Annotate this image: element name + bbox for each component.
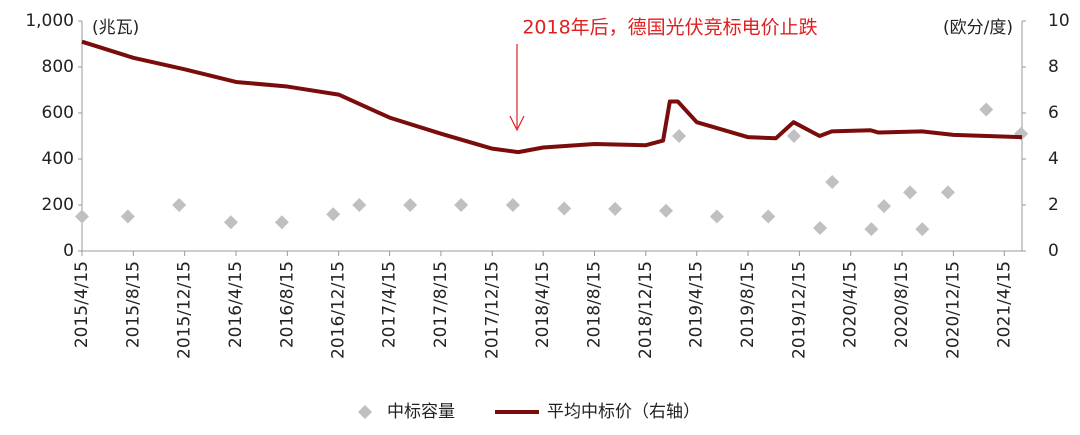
x-tick-label: 2016/8/15 bbox=[277, 261, 297, 348]
scatter-point bbox=[864, 222, 879, 237]
x-tick-label: 2018/12/15 bbox=[636, 261, 656, 359]
scatter-point bbox=[825, 175, 840, 189]
scatter-point bbox=[979, 102, 994, 117]
x-tick-label: 2015/4/15 bbox=[72, 261, 92, 348]
y-tick-label: 400 bbox=[42, 149, 74, 169]
annotation: 2018年后，德国光伏竞标电价止跌 bbox=[522, 17, 817, 39]
scatter-point bbox=[75, 209, 89, 224]
x-tick-label: 2020/12/15 bbox=[943, 261, 963, 359]
x-tick-label: 2017/8/15 bbox=[431, 261, 451, 348]
x-tick-label: 2015/8/15 bbox=[123, 261, 143, 348]
scatter-point bbox=[274, 215, 289, 230]
x-tick-label: 2017/4/15 bbox=[380, 261, 400, 348]
x-tick-label: 2019/8/15 bbox=[738, 261, 758, 348]
y2-tick-label: 2 bbox=[1048, 195, 1059, 215]
x-tick-label: 2015/12/15 bbox=[175, 261, 195, 359]
scatter-point bbox=[940, 185, 955, 200]
scatter-point bbox=[223, 215, 238, 230]
y2-tick-label: 6 bbox=[1048, 103, 1059, 123]
x-tick-label: 2017/12/15 bbox=[482, 261, 502, 359]
y-tick-label: 1,000 bbox=[25, 11, 74, 31]
scatter-point bbox=[786, 129, 801, 143]
y-tick-label: 800 bbox=[42, 57, 74, 77]
x-tick-label: 2019/4/15 bbox=[687, 261, 707, 348]
scatter-point bbox=[120, 209, 135, 224]
scatter-point bbox=[903, 185, 918, 200]
price-line bbox=[81, 39, 1023, 155]
scatter-point bbox=[915, 222, 930, 237]
legend-label: 平均中标价（右轴） bbox=[547, 402, 700, 422]
y-axis-label: (兆瓦) bbox=[92, 18, 139, 38]
y-tick-label: 600 bbox=[42, 103, 74, 123]
legend-label: 中标容量 bbox=[387, 402, 455, 422]
y2-tick-label: 4 bbox=[1048, 149, 1059, 169]
scatter-point bbox=[557, 201, 572, 216]
scatter-point bbox=[876, 199, 891, 214]
scatter-point bbox=[403, 198, 418, 212]
x-tick-label: 2021/4/15 bbox=[994, 261, 1014, 348]
annotation-arrowhead bbox=[509, 115, 525, 132]
scatter-point bbox=[352, 198, 367, 212]
y2-tick-label: 0 bbox=[1048, 241, 1059, 261]
x-tick-label: 2020/8/15 bbox=[892, 261, 912, 348]
scatter-point bbox=[454, 198, 469, 212]
y2-tick-label: 10 bbox=[1048, 11, 1070, 31]
scatter-point bbox=[172, 198, 187, 212]
x-tick-label: 2018/4/15 bbox=[533, 261, 553, 348]
scatter-point bbox=[709, 209, 724, 224]
x-tick-label: 2016/4/15 bbox=[226, 261, 246, 348]
y2-tick-label: 8 bbox=[1048, 57, 1059, 77]
x-tick-label: 2020/4/15 bbox=[841, 261, 861, 348]
x-tick-label: 2019/12/15 bbox=[789, 261, 809, 359]
scatter-point bbox=[761, 209, 776, 224]
scatter-point bbox=[659, 203, 674, 218]
scatter-point bbox=[505, 198, 520, 212]
scatter-point bbox=[608, 201, 623, 216]
x-tick-label: 2018/8/15 bbox=[584, 261, 604, 348]
scatter-point bbox=[326, 207, 341, 222]
y-tick-label: 200 bbox=[42, 195, 74, 215]
scatter-point bbox=[813, 221, 828, 235]
x-tick-label: 2016/12/15 bbox=[329, 261, 349, 359]
y2-axis-label: (欧分/度) bbox=[943, 18, 1013, 38]
legend-marker bbox=[358, 405, 372, 419]
scatter-point bbox=[672, 129, 687, 143]
y-tick-label: 0 bbox=[63, 241, 74, 261]
